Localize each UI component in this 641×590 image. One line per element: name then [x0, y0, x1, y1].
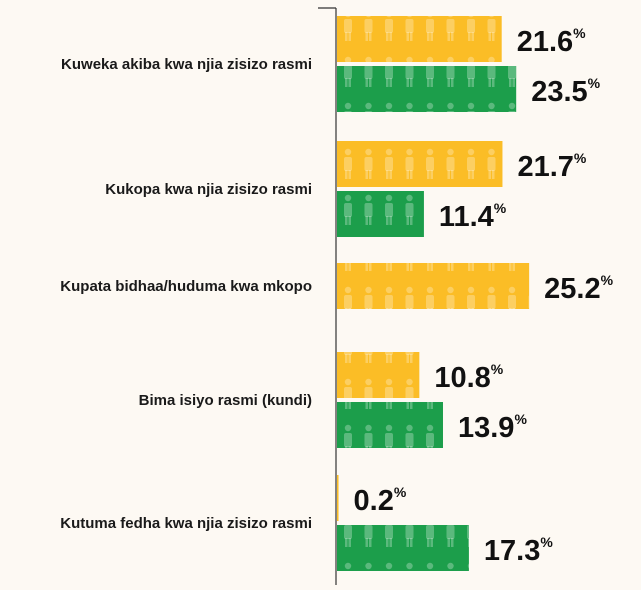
value-label: 10.8% [434, 361, 503, 394]
bar-icons [337, 525, 469, 571]
bar-icons [337, 352, 420, 398]
bar-icons [337, 191, 424, 237]
bar-icons [337, 263, 530, 309]
value-label: 17.3% [484, 534, 553, 567]
value-label: 25.2% [544, 272, 613, 305]
bar-icons [337, 141, 503, 187]
value-label: 0.2% [354, 484, 407, 517]
value-label: 23.5% [531, 75, 600, 108]
value-label: 21.7% [517, 150, 586, 183]
bar-icons [337, 402, 443, 448]
value-label: 21.6% [517, 25, 586, 58]
category-label: Kutuma fedha kwa njia zisizo rasmi [60, 515, 312, 532]
category-label: Kuweka akiba kwa njia zisizo rasmi [61, 56, 312, 73]
value-label: 11.4% [439, 200, 507, 233]
bar-icons [337, 16, 502, 62]
bar-icons [337, 66, 517, 112]
category-label: Kupata bidhaa/huduma kwa mkopo [60, 278, 312, 295]
bar-icons [337, 475, 339, 521]
category-label: Kukopa kwa njia zisizo rasmi [105, 181, 312, 198]
category-label: Bima isiyo rasmi (kundi) [139, 392, 312, 409]
value-label: 13.9% [458, 411, 527, 444]
